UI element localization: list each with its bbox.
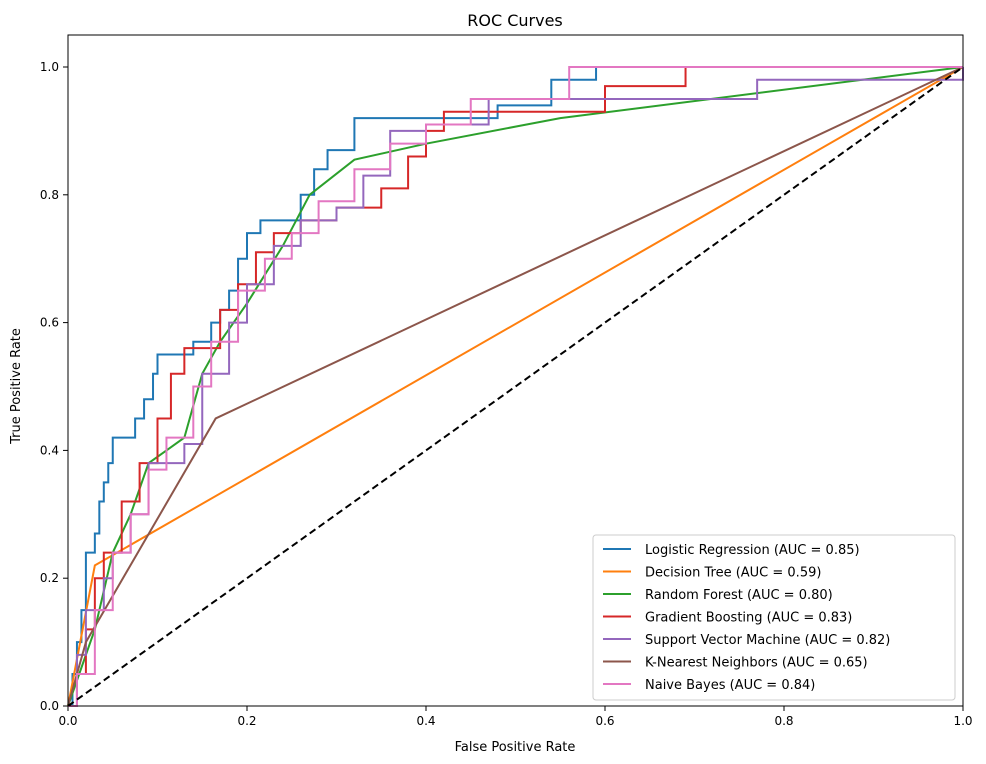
y-tick-label: 0.0 [40,699,59,713]
x-tick-label: 1.0 [953,714,972,728]
y-axis-label: True Positive Rate [9,328,24,445]
x-tick-label: 0.8 [774,714,793,728]
x-tick-label: 0.0 [58,714,77,728]
x-tick-label: 0.2 [237,714,256,728]
legend: Logistic Regression (AUC = 0.85) Decision… [592,534,956,701]
legend-entry: K-Nearest Neighbors (AUC = 0.65) [645,656,868,671]
x-tick-label: 0.6 [595,714,614,728]
legend-entry: Gradient Boosting (AUC = 0.83) [645,611,852,626]
chance-diagonal-line [67,66,964,707]
roc-curve-4 [68,67,964,707]
plot-frame [67,34,964,707]
y-tick-label: 0.8 [40,188,59,202]
legend-entry: Naive Bayes (AUC = 0.84) [645,678,815,693]
y-tick-label: 0.2 [40,571,59,585]
x-tick-label: 0.4 [416,714,435,728]
legend-entry: Decision Tree (AUC = 0.59) [645,566,821,581]
legend-entry: Random Forest (AUC = 0.80) [645,588,833,603]
y-tick-label: 0.4 [40,443,59,457]
y-tick-label: 1.0 [40,60,59,74]
legend-entry: Logistic Regression (AUC = 0.85) [645,543,860,558]
legend-box [592,534,956,701]
x-axis-label: False Positive Rate [455,740,576,755]
y-tick-label: 0.6 [40,316,59,330]
roc-curve-6 [68,66,963,707]
chart-title: ROC Curves [467,11,563,30]
legend-entry: Support Vector Machine (AUC = 0.82) [645,633,890,648]
